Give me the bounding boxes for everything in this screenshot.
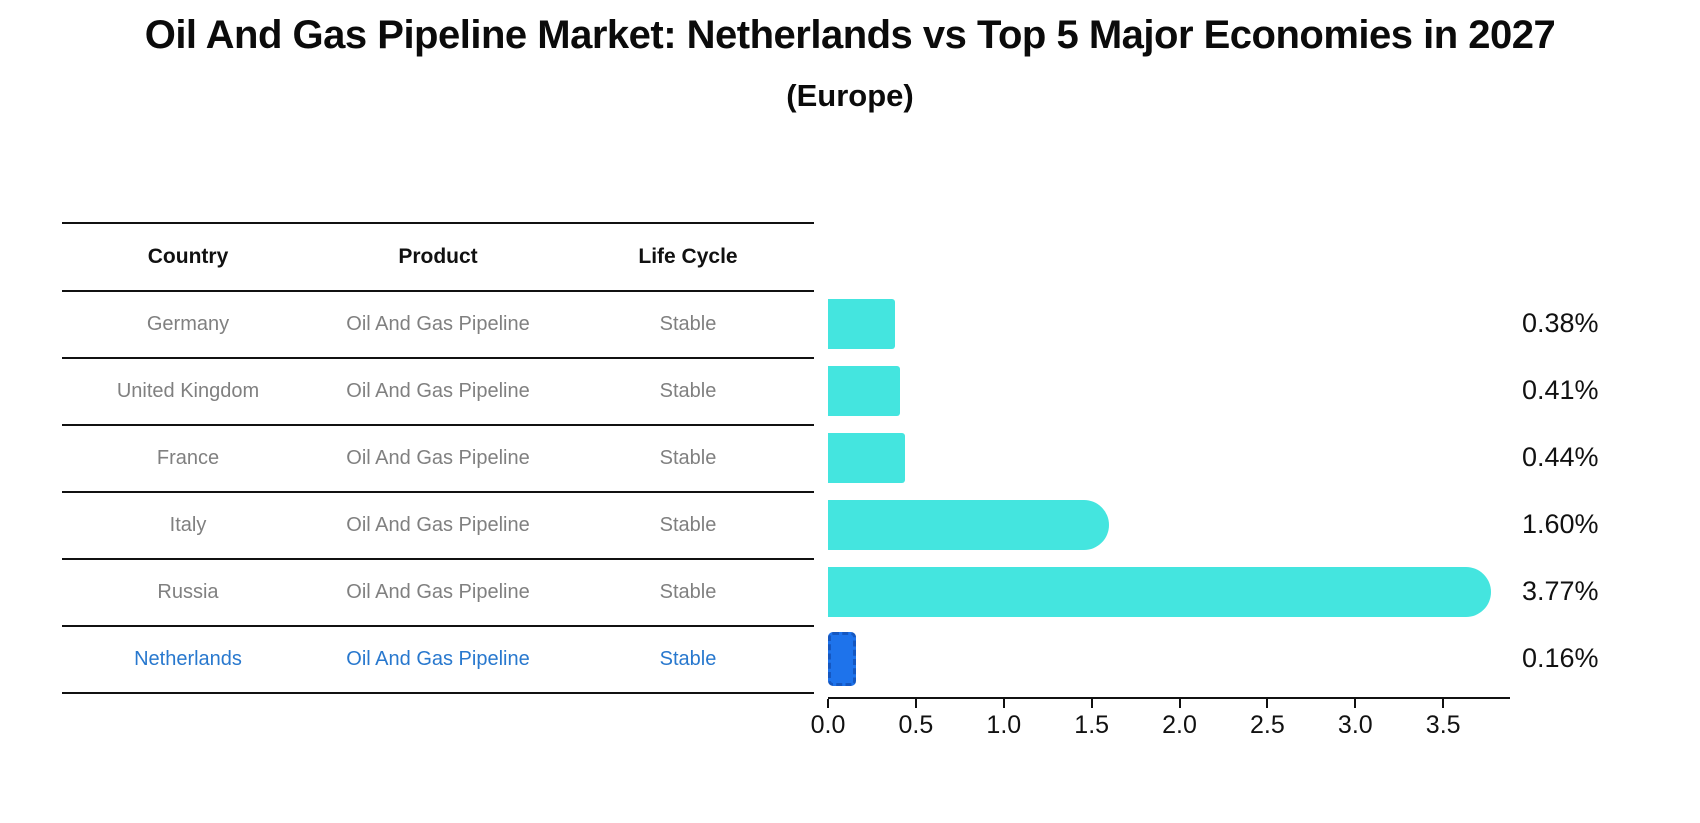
x-axis-tick [914, 699, 917, 708]
bar-slot [828, 424, 1510, 491]
bar-value-labels: 0.38% 0.41% 0.44% 1.60% 3.77% 0.16% [1522, 290, 1599, 692]
chart-subtitle: (Europe) [786, 78, 914, 113]
table-body: Germany Oil And Gas Pipeline Stable Unit… [62, 292, 814, 694]
bar-value-label-united-kingdom: 0.41% [1522, 375, 1599, 405]
x-axis-tick [1266, 699, 1269, 708]
table-header-row: Country Product Life Cycle [62, 224, 814, 292]
bar-slot [828, 290, 1510, 357]
bar-value-label-russia: 3.77% [1522, 576, 1599, 606]
cell-country: United Kingdom [116, 380, 260, 402]
bar-germany [828, 298, 895, 349]
cell-country: Germany [146, 313, 230, 335]
x-axis-tick [1442, 699, 1445, 708]
table-row-united-kingdom: United Kingdom Oil And Gas Pipeline Stab… [62, 359, 814, 426]
table-row-france: France Oil And Gas Pipeline Stable [62, 426, 814, 493]
column-header-life-cycle: Life Cycle [638, 245, 738, 268]
table-row-russia: Russia Oil And Gas Pipeline Stable [62, 560, 814, 627]
bar-france [828, 432, 906, 483]
cell-life-cycle: Stable [659, 447, 717, 469]
column-header-country: Country [147, 245, 229, 268]
bar-netherlands [828, 631, 857, 686]
cell-country: Russia [157, 581, 219, 603]
bar-slot [828, 558, 1510, 625]
x-axis-tick-label: 3.5 [1425, 711, 1461, 739]
cell-life-cycle: Stable [659, 313, 717, 335]
x-axis-tick [1178, 699, 1181, 708]
bar-russia [828, 566, 1491, 617]
bar-slot [828, 357, 1510, 424]
cell-country: Italy [169, 514, 207, 536]
x-axis-line [828, 697, 1510, 699]
x-axis-tick-label: 2.0 [1162, 711, 1197, 739]
cell-product: Oil And Gas Pipeline [346, 648, 530, 670]
x-axis-tick-label: 3.0 [1337, 711, 1373, 739]
bar-value-label-netherlands: 0.16% [1522, 643, 1599, 673]
cell-life-cycle: Stable [659, 581, 717, 603]
x-axis-tick-label: 1.5 [1074, 711, 1110, 739]
table-row-netherlands: Netherlands Oil And Gas Pipeline Stable [62, 627, 814, 694]
cell-product: Oil And Gas Pipeline [346, 380, 530, 402]
table-row-italy: Italy Oil And Gas Pipeline Stable [62, 493, 814, 560]
cell-country: France [156, 447, 220, 469]
bar-value-label-france: 0.44% [1522, 442, 1599, 472]
column-header-product: Product [398, 245, 478, 268]
cell-country: Netherlands [134, 648, 242, 670]
cell-life-cycle: Stable [659, 380, 717, 402]
x-axis-tick-label: 0.5 [898, 711, 934, 739]
cell-life-cycle: Stable [659, 648, 717, 670]
x-axis-tick-label: 0.0 [810, 711, 846, 739]
x-axis-tick-label: 1.0 [986, 711, 1022, 739]
x-axis-tick-label: 2.5 [1250, 711, 1285, 739]
cell-product: Oil And Gas Pipeline [346, 514, 530, 536]
bar-slot [828, 491, 1510, 558]
bar-slot [828, 625, 1510, 692]
bar-united-kingdom [828, 365, 901, 416]
x-axis-tick [1354, 699, 1357, 708]
cell-product: Oil And Gas Pipeline [346, 447, 530, 469]
table-row-germany: Germany Oil And Gas Pipeline Stable [62, 292, 814, 359]
x-axis-tick [1002, 699, 1005, 708]
chart-title: Oil And Gas Pipeline Market: Netherlands… [144, 13, 1556, 57]
cell-product: Oil And Gas Pipeline [346, 313, 530, 335]
cell-life-cycle: Stable [659, 514, 717, 536]
x-axis-tick [827, 699, 829, 708]
comparison-table: Country Product Life Cycle Germany Oil A… [62, 222, 814, 694]
x-axis-tick [1090, 699, 1093, 708]
bar-value-label-italy: 1.60% [1522, 509, 1599, 539]
bar-italy [828, 499, 1110, 550]
cell-product: Oil And Gas Pipeline [346, 581, 530, 603]
x-axis: 0.0 0.5 1.0 1.5 2.0 2.5 3.0 3.5 [811, 697, 1510, 757]
bar-chart-area [828, 290, 1510, 692]
bar-value-label-germany: 0.38% [1522, 308, 1599, 338]
